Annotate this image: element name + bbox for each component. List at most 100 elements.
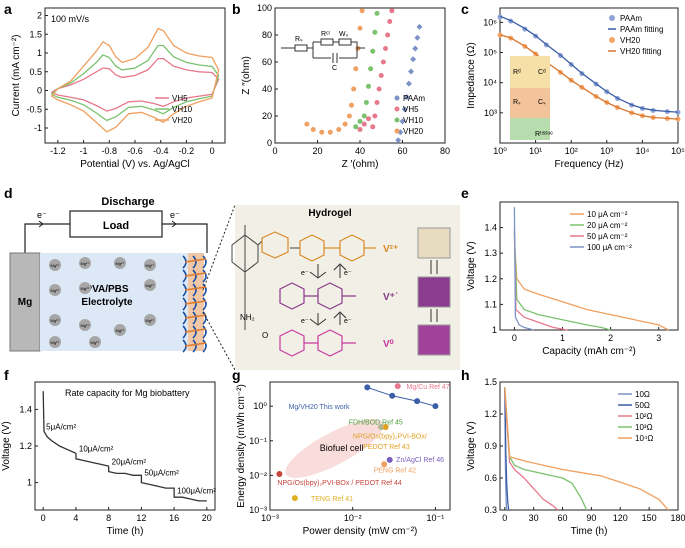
legend-swatch-b [394, 117, 400, 123]
point-label-g: PENG Ref 42 [374, 467, 417, 474]
mg-ion-label: Mg²⁺ [91, 340, 100, 345]
y-tick-label-e: 1.3 [484, 248, 497, 258]
y-tick-label-e: 1.2 [484, 274, 497, 284]
data-point-b [336, 127, 342, 132]
chart-g: 10⁻³ 10⁻² 10⁻¹ 10⁻³ 10⁻² 10⁻¹ 10⁰ Power density… [236, 381, 451, 537]
mesh-strand-orange [184, 300, 207, 305]
mesh-strand-orange [184, 258, 207, 263]
legend-label-e: 20 μA cm⁻² [587, 221, 628, 230]
y-tick-label-a: -1 [34, 123, 42, 133]
x-tick-label-a: -0.6 [127, 146, 143, 156]
point-label-g: FDH/BOD Ref 45 [349, 420, 403, 427]
circuit-label-b: C [332, 65, 337, 72]
x-tick-label-a: -0.4 [153, 146, 169, 156]
x-axis-label-h: Time (h) [571, 526, 608, 537]
x-tick-label-b: 60 [397, 146, 407, 156]
data-point-b [357, 25, 363, 31]
step-label-f: 5μA/cm² [46, 423, 76, 432]
data-point-b [368, 66, 374, 72]
x-tick-label-e: 0 [512, 333, 517, 343]
mg-ion [89, 336, 101, 348]
y-tick-label-h: 0.9 [484, 441, 497, 451]
mg-ion [49, 314, 61, 326]
y-axis-label-e: Voltage (V) [466, 241, 477, 290]
legend-label-h: 10Ω [635, 390, 650, 399]
data-point-b [412, 45, 419, 52]
x-tick-label-e: 1 [560, 333, 565, 343]
series-line-e-0 [513, 240, 669, 331]
data-point-c [497, 14, 503, 20]
y-tick-label-b: 100 [257, 3, 272, 13]
electrolyte-label-1: PVA/PBS [85, 284, 128, 295]
step-label-f: 20μA/cm² [112, 457, 147, 466]
legend-label-e: 100 μA cm⁻² [587, 243, 632, 252]
legend-label-a: VH5 [172, 94, 188, 103]
x-tick-label-g: 10⁻¹ [427, 513, 445, 523]
electron-arrow-right [168, 220, 177, 228]
data-point-b [370, 48, 376, 54]
y-tick-label-b: 60 [262, 57, 272, 67]
mg-ion [79, 282, 91, 294]
state-v0: V⁰ [383, 339, 394, 350]
load-box [69, 210, 163, 238]
y-axis-label-g: Energy density (mWh cm⁻²) [236, 384, 247, 508]
load-label: Load [103, 220, 129, 232]
data-point-b [408, 68, 414, 75]
series-line-c-1 [499, 15, 679, 113]
data-point-b [403, 94, 410, 101]
mg-ion-label: Mg²⁺ [116, 328, 125, 333]
data-point-b [376, 86, 382, 92]
mg-ion-label: Mg²⁺ [81, 286, 90, 291]
circuit-label-b: W₀ [339, 31, 349, 38]
y-tick-label-a: -0.5 [26, 104, 42, 114]
point-label-g: Mg/Cu Ref 47 [407, 384, 450, 391]
electron-arrow-left [35, 220, 44, 228]
plot-frame-h [499, 381, 679, 511]
mesh-strand-orange [184, 314, 207, 319]
electron-label-left: e⁻ [37, 210, 47, 220]
data-point-b [389, 8, 395, 14]
y-tick-label-a: 0.5 [29, 67, 42, 77]
data-point-b [374, 100, 380, 105]
x-tick-label-c: 10³ [600, 146, 613, 156]
data-point-b [327, 129, 333, 135]
mesh-strand-orange [184, 342, 207, 347]
mesh-strand-orange [184, 328, 207, 333]
legend-label-c: PAAm fitting [620, 25, 663, 34]
panel-letter-b: b [232, 1, 241, 17]
chart-c: 10⁰ 10¹ 10² 10³ 10⁴ 10⁵ 10³ 10⁴ 10⁵ 10⁶ Frequency … [466, 7, 685, 170]
data-point-g [394, 383, 401, 390]
biofuel-region [285, 419, 384, 478]
mg-ion-label: Mg²⁺ [146, 263, 155, 268]
y-tick-label-h: 0.3 [484, 505, 497, 515]
mg-ion [49, 336, 61, 348]
mg-ion [49, 284, 61, 296]
x-tick-label-a: -0.2 [179, 146, 195, 156]
electron-mid-2: e⁻ [344, 270, 352, 277]
data-point-b [357, 127, 363, 132]
mesh-strand-orange [184, 272, 207, 277]
y-tick-label-f: 1.2 [19, 441, 32, 451]
x-axis-label-f: Time (h) [107, 526, 144, 537]
y-axis-label-f: Voltage (V) [1, 421, 12, 470]
x-tick-label-a: -1 [80, 146, 88, 156]
data-point-b [319, 129, 325, 135]
data-point-b [383, 46, 388, 51]
wire-left [24, 223, 70, 253]
mg-ion-label: Mg²⁺ [51, 340, 60, 345]
series-line-g-0 [367, 386, 436, 407]
x-tick-label-f: 12 [136, 513, 146, 523]
annotation-f: Rate capacity for Mg biobattery [65, 388, 190, 398]
y-tick-label-c: 10⁵ [483, 48, 497, 58]
step-label-f: 100μA/cm² [177, 487, 216, 496]
series-line-e-1 [513, 232, 611, 331]
y-tick-label-c: 10³ [484, 108, 497, 118]
x-axis-label-c: Frequency (Hz) [555, 159, 624, 170]
data-point-b [310, 127, 316, 132]
mg-ion-group: Mg²⁺ Mg²⁺ Mg²⁺ Mg²⁺ Mg²⁺ Mg²⁺ Mg²⁺ Mg²⁺ Mg²⁺ Mg²⁺… [49, 257, 156, 348]
data-point-b [395, 137, 402, 144]
legend-label-c: VH20 fitting [620, 47, 661, 56]
series-line-h-3 [504, 387, 588, 511]
hydrogel-title: Hydrogel [308, 208, 352, 219]
electron-mid-3: e⁻ [301, 318, 309, 325]
